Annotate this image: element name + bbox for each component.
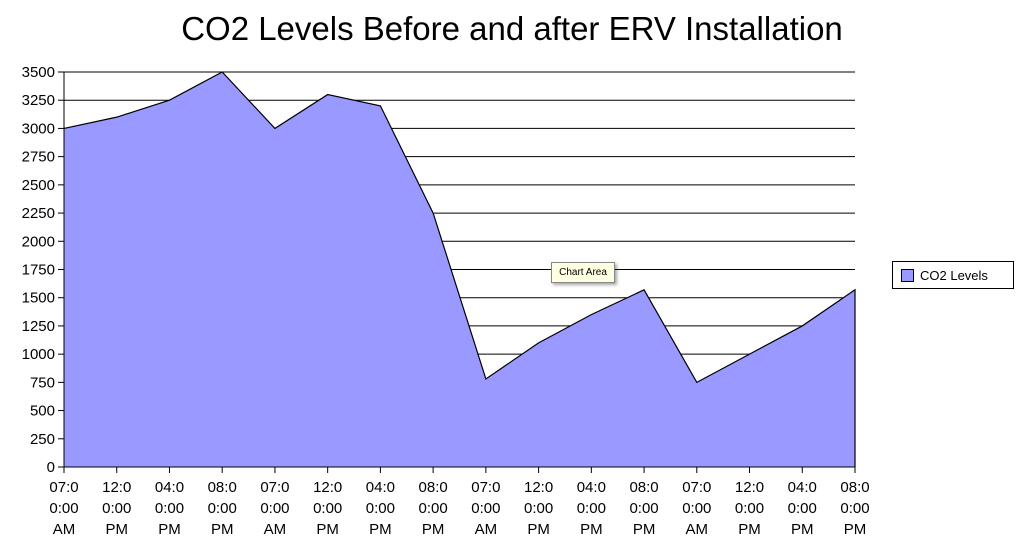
y-tick-label: 2500 <box>22 177 55 194</box>
y-tick-label: 3500 <box>22 64 55 81</box>
x-tick-label: 0:00 <box>155 500 184 517</box>
x-tick-label: PM <box>369 521 392 538</box>
x-tick-label: 0:00 <box>260 500 289 517</box>
x-tick-label: 12:0 <box>524 479 553 496</box>
x-tick-label: PM <box>211 521 234 538</box>
area-series <box>63 71 856 467</box>
x-tick-labels: 07:0 0:00 AM 12:0 0:00 PM 04:0 0:00 PM 08:0 0:00 PM… <box>49 479 869 538</box>
x-tick-label: 0:00 <box>419 500 448 517</box>
x-tick-label: PM <box>844 521 867 538</box>
area-fill <box>64 72 855 467</box>
y-tick-labels: 0 250 500 750 1000 1250 1500 1750 2000 2250 2500 27… <box>22 64 55 476</box>
axes <box>58 71 856 473</box>
x-tick-label: 04:0 <box>366 479 395 496</box>
x-tick-label: PM <box>633 521 656 538</box>
x-tick-label: 0:00 <box>840 500 869 517</box>
y-tick-label: 1500 <box>22 290 55 307</box>
y-tick-label: 2250 <box>22 205 55 222</box>
x-tick-label: PM <box>791 521 814 538</box>
x-tick-label: AM <box>475 521 498 538</box>
x-tick-label: 0:00 <box>313 500 342 517</box>
x-tick-label: PM <box>158 521 181 538</box>
area-outline <box>63 71 856 467</box>
x-tick-label: PM <box>422 521 445 538</box>
y-tick-label: 250 <box>30 431 55 448</box>
x-tick-label: 08:0 <box>629 479 658 496</box>
x-tick-label: AM <box>53 521 76 538</box>
x-tick-label: PM <box>105 521 128 538</box>
x-tick-label: 07:0 <box>682 479 711 496</box>
x-tick-label: PM <box>738 521 761 538</box>
y-tick-label: 2750 <box>22 149 55 166</box>
y-tick-label: 750 <box>30 374 55 391</box>
legend-swatch <box>901 268 914 282</box>
x-tick-label: PM <box>316 521 339 538</box>
x-tick-label: PM <box>527 521 550 538</box>
y-tick-label: 500 <box>30 403 55 420</box>
legend: CO2 Levels <box>892 261 1014 289</box>
legend-label: CO2 Levels <box>920 267 988 283</box>
chart-title: CO2 Levels Before and after ERV Installa… <box>181 10 843 47</box>
x-tick-label: 0:00 <box>102 500 131 517</box>
x-tick-label: 0:00 <box>577 500 606 517</box>
x-tick-label: 12:0 <box>735 479 764 496</box>
x-tick-label: 0:00 <box>366 500 395 517</box>
x-tick-label: 08:0 <box>208 479 237 496</box>
x-tick-label: 07:0 <box>471 479 500 496</box>
x-tick-label: 12:0 <box>313 479 342 496</box>
y-tick-label: 1250 <box>22 318 55 335</box>
x-tick-label: 04:0 <box>577 479 606 496</box>
x-tick-label: AM <box>264 521 287 538</box>
x-tick-label: 0:00 <box>208 500 237 517</box>
x-tick-label: 07:0 <box>49 479 78 496</box>
y-tick-label: 2000 <box>22 233 55 250</box>
x-tick-label: 12:0 <box>102 479 131 496</box>
x-tick-label: 0:00 <box>788 500 817 517</box>
x-tick-label: 08:0 <box>419 479 448 496</box>
x-tick-label: 04:0 <box>788 479 817 496</box>
y-tick-label: 1750 <box>22 262 55 279</box>
x-tick-label: 0:00 <box>524 500 553 517</box>
x-tick-label: 0:00 <box>471 500 500 517</box>
chart-area-tooltip: Chart Area <box>551 262 615 283</box>
y-tick-label: 1000 <box>22 346 55 363</box>
x-tick-label: 04:0 <box>155 479 184 496</box>
x-tick-label: 0:00 <box>735 500 764 517</box>
y-tick-label: 3000 <box>22 120 55 137</box>
x-tick-label: 08:0 <box>840 479 869 496</box>
x-tick-label: 0:00 <box>629 500 658 517</box>
x-tick-label: 07:0 <box>260 479 289 496</box>
x-tick-label: 0:00 <box>49 500 78 517</box>
x-tick-label: PM <box>580 521 603 538</box>
y-tick-label: 0 <box>47 459 55 476</box>
y-tick-label: 3250 <box>22 92 55 109</box>
x-tick-label: AM <box>686 521 709 538</box>
x-tick-label: 0:00 <box>682 500 711 517</box>
